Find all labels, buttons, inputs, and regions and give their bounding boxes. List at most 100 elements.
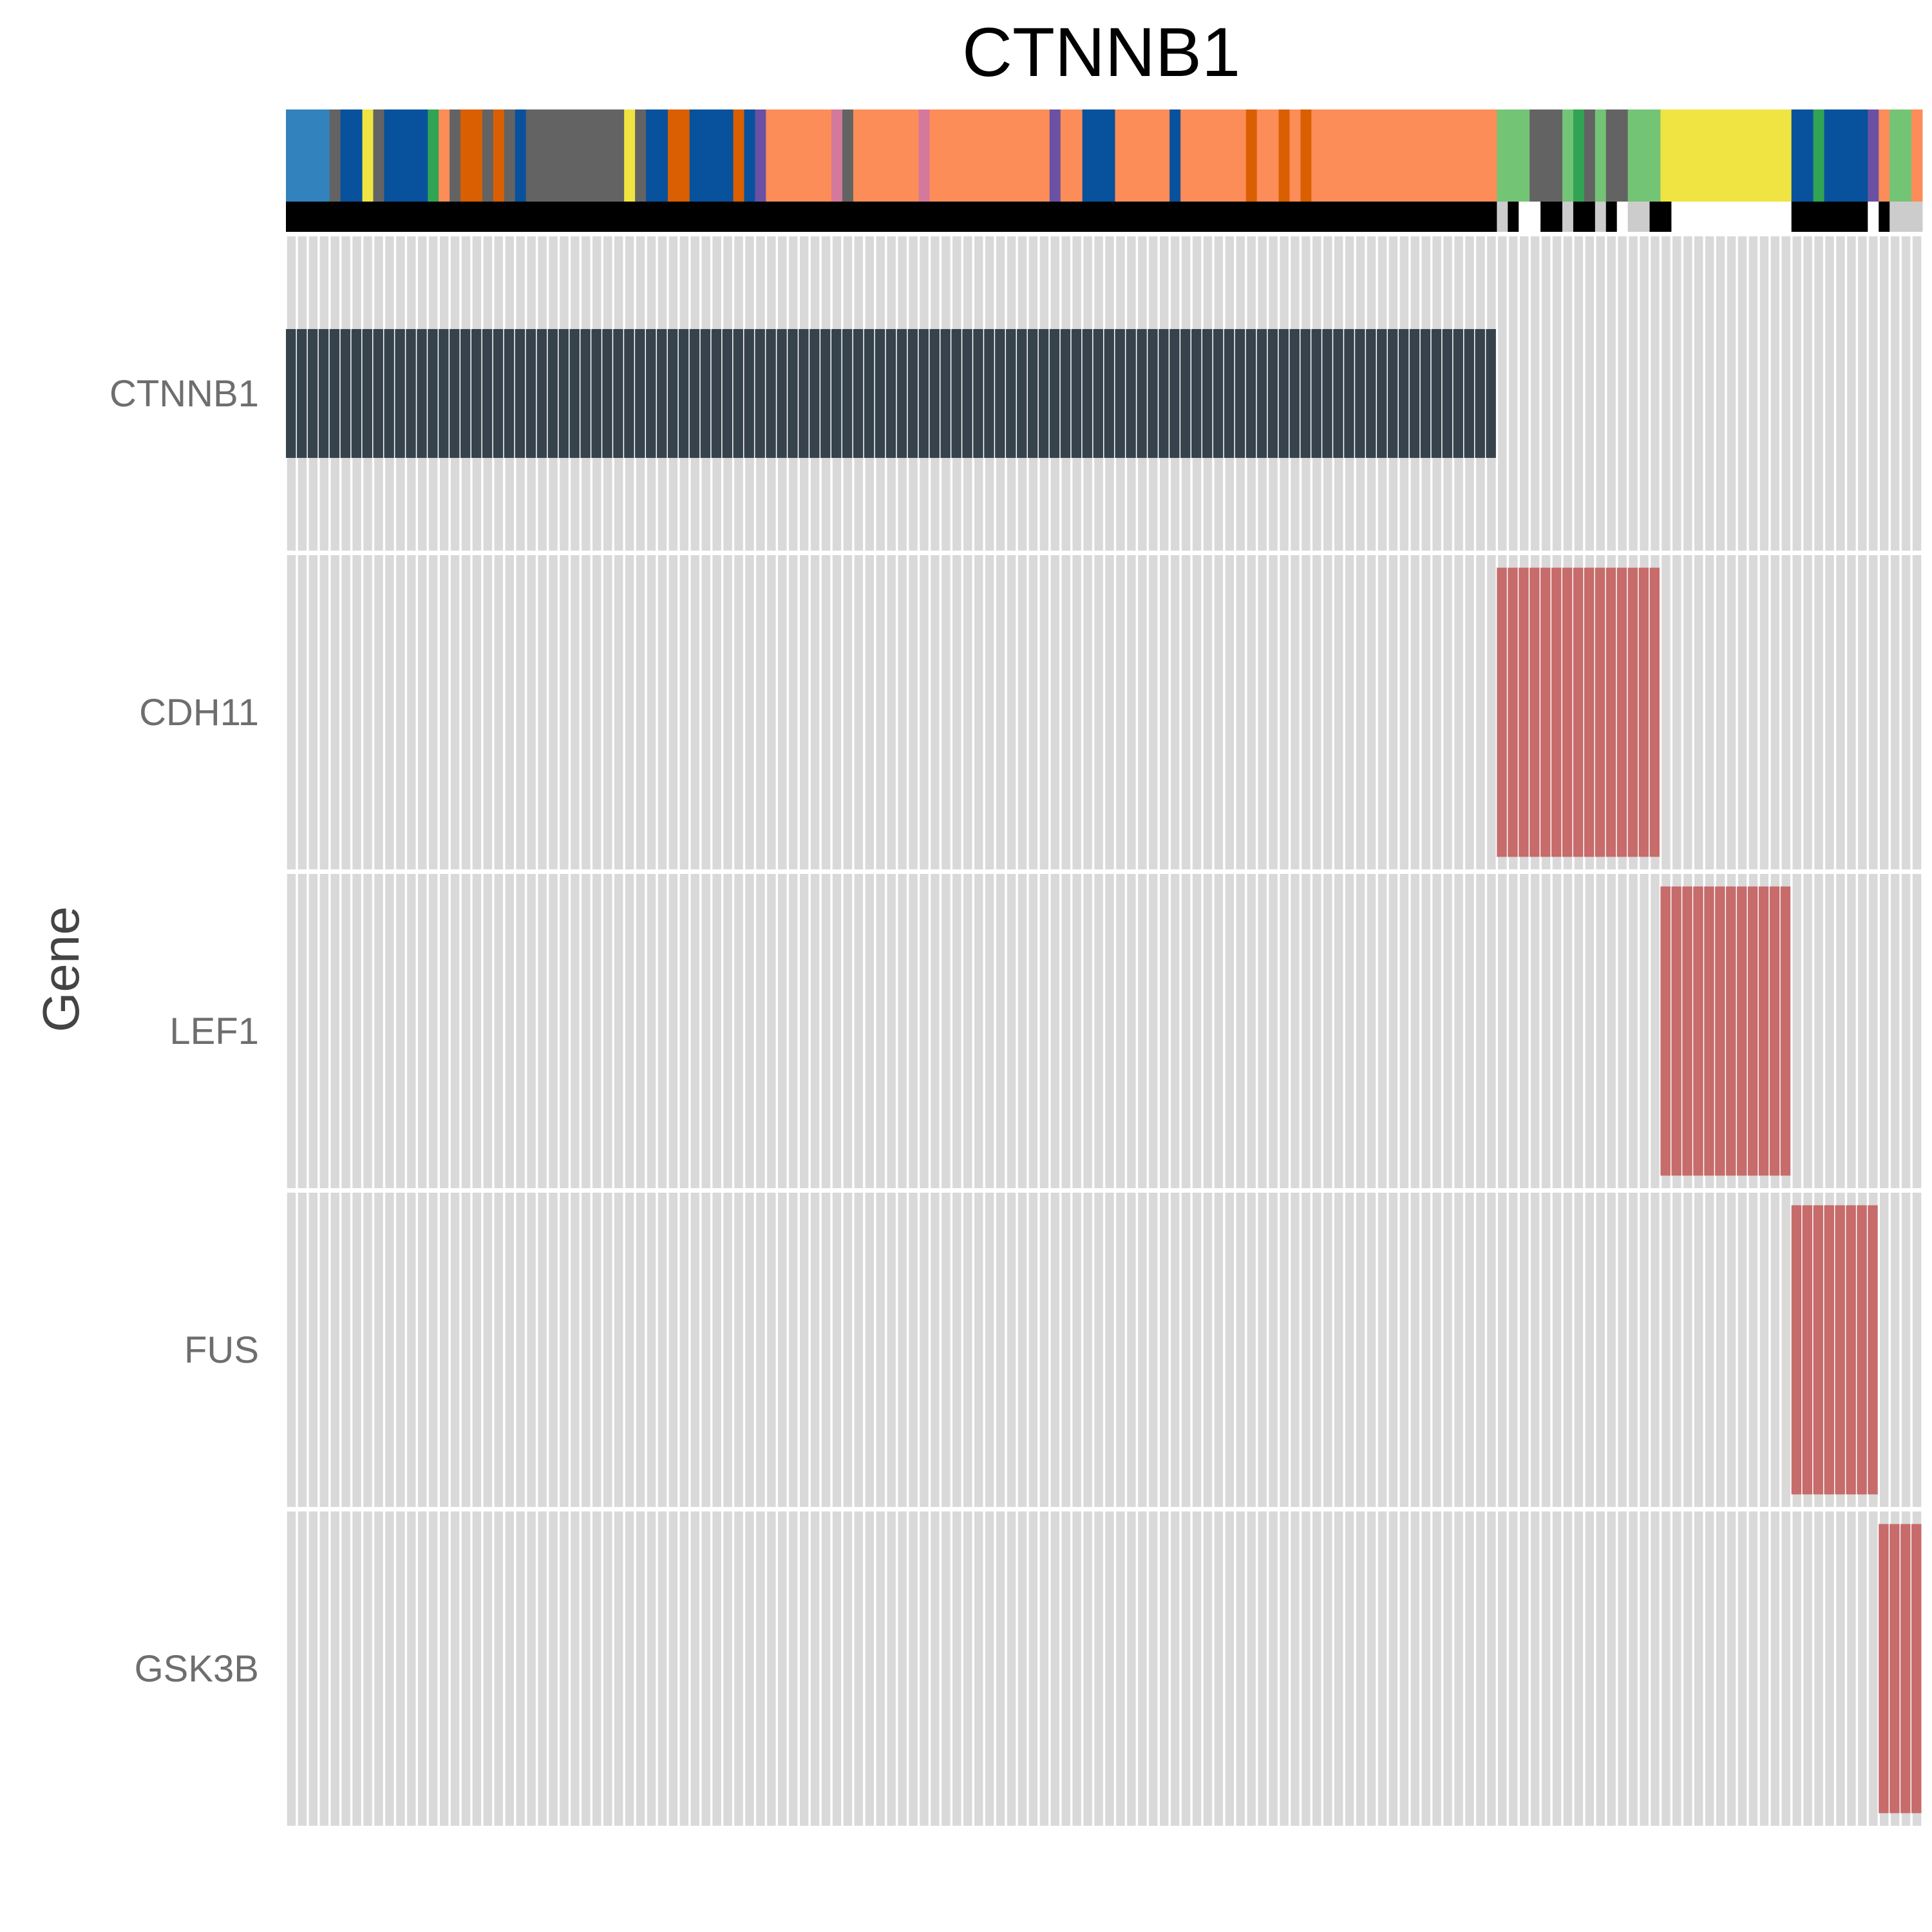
alteration-mark — [1245, 328, 1256, 459]
sample-cell — [1792, 874, 1801, 1188]
sample-cell — [1879, 236, 1889, 551]
sample-cell — [931, 555, 940, 869]
sample-cell — [560, 1511, 569, 1826]
sample-cell — [363, 1193, 372, 1507]
sample-cell — [1651, 1511, 1660, 1826]
sample-cell — [1629, 1193, 1638, 1507]
alteration-mark — [864, 328, 875, 459]
sample-cell — [920, 874, 929, 1188]
sample-cell — [1181, 1511, 1191, 1826]
annotation-segment — [1245, 109, 1258, 202]
annotation-segment — [504, 109, 516, 202]
sample-cell — [1825, 236, 1834, 551]
annotation-segment — [667, 109, 690, 202]
sample-cell — [1781, 236, 1790, 551]
sample-cell — [1869, 1511, 1878, 1826]
status-segment — [1497, 202, 1508, 232]
sample-cell — [1890, 236, 1900, 551]
sample-cell — [810, 555, 820, 869]
sample-cell — [494, 1193, 504, 1507]
sample-cell — [701, 555, 710, 869]
sample-cell — [549, 874, 558, 1188]
sample-cell — [538, 1511, 547, 1826]
sample-cell — [287, 1193, 296, 1507]
sample-cell — [374, 874, 383, 1188]
alteration-mark — [1453, 328, 1464, 459]
sample-cell — [1901, 874, 1911, 1188]
alteration-mark — [1911, 1524, 1922, 1814]
sample-cell — [1541, 1193, 1551, 1507]
sample-cell — [1781, 555, 1790, 869]
alteration-mark — [1191, 328, 1202, 459]
alteration-mark — [1213, 328, 1224, 459]
sample-cell — [352, 874, 361, 1188]
sample-cell — [1738, 1193, 1747, 1507]
alteration-mark — [940, 328, 951, 459]
alteration-mark — [1377, 328, 1387, 459]
sample-cell — [396, 1193, 405, 1507]
sample-cell — [1094, 1193, 1103, 1507]
sample-cell — [407, 1511, 416, 1826]
sample-cell — [1302, 1193, 1311, 1507]
sample-cell — [1083, 1193, 1092, 1507]
sample-cell — [472, 1511, 482, 1826]
sample-cell — [1170, 555, 1180, 869]
sample-cell — [1618, 1511, 1627, 1826]
sample-cell — [963, 1193, 972, 1507]
sample-cell — [1302, 1511, 1311, 1826]
sample-cell — [985, 1193, 994, 1507]
annotation-segment — [1584, 109, 1596, 202]
sample-cell — [1770, 1511, 1780, 1826]
sample-cell — [1825, 555, 1834, 869]
sample-cell — [1378, 1511, 1387, 1826]
sample-cell — [799, 1193, 809, 1507]
sample-cell — [668, 1193, 678, 1507]
alteration-mark — [667, 328, 678, 459]
alteration-mark — [1442, 328, 1453, 459]
annotation-segment — [1115, 109, 1170, 202]
annotation-segment — [1256, 109, 1280, 202]
sample-cell — [1269, 874, 1278, 1188]
alteration-mark — [799, 328, 809, 459]
alteration-mark — [1638, 567, 1649, 857]
sample-cell — [1498, 1511, 1507, 1826]
sample-cell — [1563, 874, 1573, 1188]
sample-cell — [1214, 1511, 1224, 1826]
sample-cell — [1225, 874, 1235, 1188]
sample-cell — [1498, 874, 1507, 1188]
sample-cell — [712, 555, 721, 869]
sample-cell — [614, 874, 623, 1188]
sample-cell — [1912, 555, 1922, 869]
sample-cell — [1443, 1511, 1452, 1826]
sample-cell — [1312, 874, 1321, 1188]
sample-cell — [1258, 1511, 1267, 1826]
sample-cell — [287, 555, 296, 869]
sample-cell — [538, 874, 547, 1188]
sample-cell — [1716, 1193, 1725, 1507]
sample-cell — [1323, 555, 1332, 869]
sample-cell — [1672, 1511, 1681, 1826]
sample-cell — [1192, 1511, 1202, 1826]
sample-cell — [985, 874, 994, 1188]
sample-cell — [352, 555, 361, 869]
sample-cell — [1247, 1511, 1256, 1826]
sample-cell — [439, 874, 449, 1188]
sample-cell — [1203, 555, 1213, 869]
alteration-mark — [417, 328, 427, 459]
sample-cell — [909, 874, 918, 1188]
sample-cell — [472, 1193, 482, 1507]
sample-cell — [461, 874, 471, 1188]
alteration-mark — [1584, 567, 1595, 857]
sample-cell — [1498, 236, 1507, 551]
sample-cell — [582, 1511, 591, 1826]
sample-cell — [1618, 1193, 1627, 1507]
sample-cell — [1629, 1511, 1638, 1826]
sample-cell — [319, 555, 329, 869]
alteration-mark — [1267, 328, 1278, 459]
sample-cell — [1519, 1511, 1529, 1826]
sample-cell — [1607, 874, 1616, 1188]
sample-cell — [974, 1511, 983, 1826]
annotation-segment — [635, 109, 647, 202]
sample-cell — [1738, 1511, 1747, 1826]
sample-cell — [341, 874, 350, 1188]
